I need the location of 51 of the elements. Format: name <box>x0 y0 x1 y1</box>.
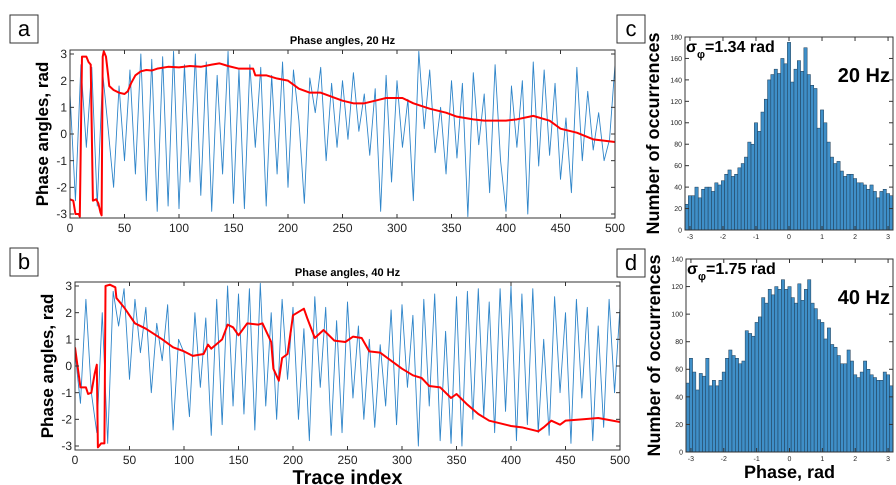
text: a <box>18 16 31 41</box>
y-axis-title: Number of occurrences <box>644 254 664 457</box>
y-tick-label: 0 <box>60 127 68 142</box>
y-tick-label: 3 <box>65 279 72 294</box>
y-tick-label: -2 <box>56 180 68 195</box>
x-tick-label: 250 <box>337 453 358 467</box>
annotation: 20 Hz <box>838 65 890 87</box>
x-axis-title: Trace index <box>292 467 403 485</box>
y-axis-title: Number of occurrences <box>643 32 663 235</box>
x-tick-label: 350 <box>441 221 462 235</box>
y-tick-label: 3 <box>60 47 68 62</box>
y-tick-label: 2 <box>60 74 68 88</box>
text: b <box>18 249 30 274</box>
x-tick-label: 400 <box>496 221 516 235</box>
x-tick-label: 150 <box>228 453 249 467</box>
annotation: σ$_{φ}$=1.34 rad <box>686 39 775 61</box>
annotation: σ$_{φ}$=1.75 rad <box>687 261 776 283</box>
y-tick-label: -1 <box>56 154 68 168</box>
x-tick-label: 500 <box>610 453 630 467</box>
y-axis-title: Phase angles, rad <box>33 62 52 206</box>
x-tick-label: 100 <box>168 221 190 235</box>
x-tick-label: 50 <box>118 221 132 235</box>
line-series <box>70 50 615 218</box>
y-tick-label: 1 <box>60 100 68 115</box>
text: d <box>624 250 638 275</box>
x-tick-label: 450 <box>555 453 576 467</box>
x-tick-label: 300 <box>392 453 412 467</box>
x-tick-label: 350 <box>446 453 467 467</box>
y-tick-label: -2 <box>61 412 72 427</box>
x-tick-label: 400 <box>500 453 522 467</box>
y-tick-label: 0 <box>65 359 72 374</box>
y-tick-label: 1 <box>65 332 72 347</box>
x-tick-label: 200 <box>278 221 298 235</box>
x-axis-title: Phase, rad <box>744 462 836 482</box>
x-tick-label: 50 <box>122 453 136 467</box>
x-tick-label: 150 <box>223 221 244 235</box>
y-tick-label: -1 <box>61 386 72 400</box>
text: c <box>626 16 636 41</box>
x-tick-label: 250 <box>332 221 353 235</box>
y-tick-label: -3 <box>56 207 68 222</box>
chart-title: Phase angles, 20 Hz <box>290 35 396 47</box>
chart-title: Phase angles, 40 Hz <box>294 267 401 279</box>
annotation: 40 Hz <box>838 287 890 309</box>
y-axis-title: Phase angles, rad <box>38 294 57 438</box>
y-tick-label: -3 <box>61 439 72 454</box>
x-tick-label: 100 <box>174 453 194 467</box>
x-tick-label: 500 <box>604 221 626 235</box>
x-tick-label: 300 <box>386 221 408 235</box>
x-tick-label: 200 <box>282 453 304 467</box>
x-tick-label: 450 <box>550 221 571 235</box>
y-tick-label: 2 <box>65 306 72 320</box>
